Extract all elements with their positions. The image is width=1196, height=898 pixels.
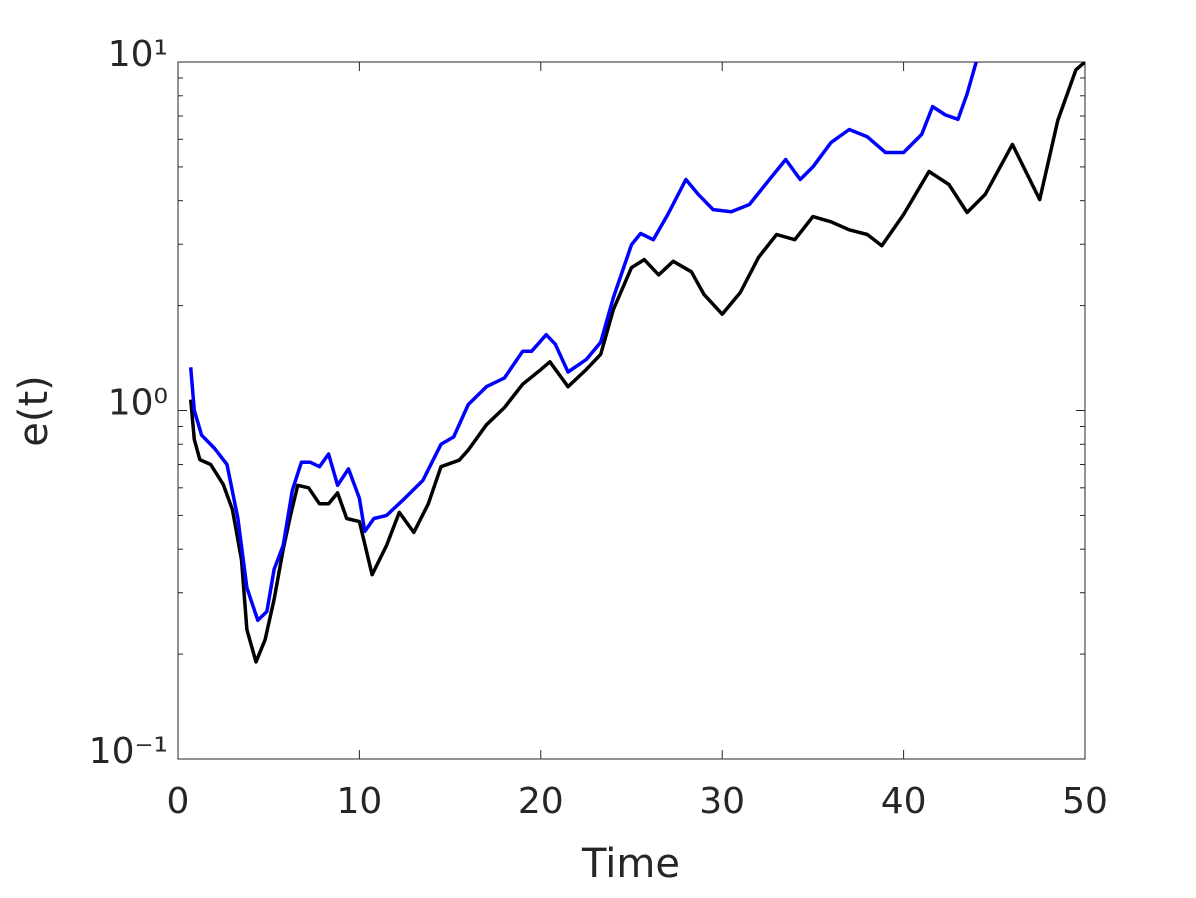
y-tick-label: 10⁰ bbox=[108, 383, 168, 424]
y-axis-label: e(t) bbox=[11, 375, 57, 447]
y-tick-label: 10⁻¹ bbox=[89, 731, 168, 772]
x-tick-label: 10 bbox=[336, 781, 382, 822]
x-axis-label: Time bbox=[581, 841, 680, 887]
plot-frame bbox=[177, 61, 1086, 760]
series-line bbox=[188, 62, 978, 623]
y-tick-label: 10¹ bbox=[108, 34, 168, 75]
x-tick-label: 50 bbox=[1062, 781, 1108, 822]
x-tick-label: 0 bbox=[167, 781, 190, 822]
x-tick-label: 40 bbox=[881, 781, 927, 822]
x-tick-label: 20 bbox=[518, 781, 564, 822]
x-tick-label: 30 bbox=[699, 781, 745, 822]
series-line bbox=[188, 62, 1085, 664]
